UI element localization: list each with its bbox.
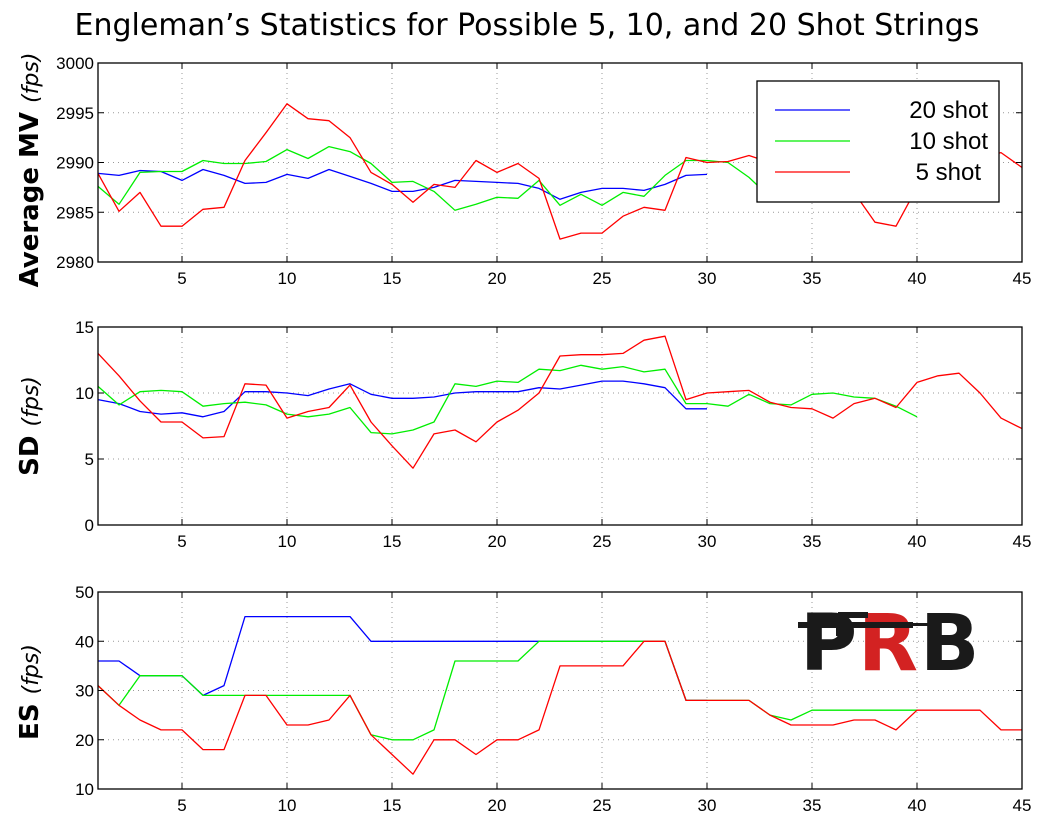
legend-label-10-shot: 10 shot — [909, 128, 988, 155]
x-tick-label-es: 5 — [177, 796, 186, 815]
x-tick-label-sd: 40 — [908, 532, 927, 551]
x-tick-label-sd: 35 — [803, 532, 822, 551]
x-tick-label-es: 25 — [593, 796, 612, 815]
x-tick-label-sd: 25 — [593, 532, 612, 551]
y-axis-label-es: ES (fps) — [15, 644, 45, 740]
x-tick-label-es: 40 — [908, 796, 927, 815]
x-tick-label-average-mv: 5 — [177, 269, 186, 288]
x-tick-label-average-mv: 10 — [278, 269, 297, 288]
x-tick-label-sd: 30 — [698, 532, 717, 551]
y-tick-label-es: 20 — [75, 731, 94, 750]
x-tick-label-es: 35 — [803, 796, 822, 815]
x-tick-label-average-mv: 35 — [803, 269, 822, 288]
y-tick-label-es: 40 — [75, 632, 94, 651]
y-tick-label-average-mv: 2985 — [56, 203, 94, 222]
logo-letter-b: B — [920, 599, 979, 689]
y-tick-label-es: 10 — [75, 780, 94, 799]
rifle-icon — [798, 612, 935, 636]
y-tick-label-average-mv: 2980 — [56, 253, 94, 272]
y-tick-label-sd: 0 — [85, 516, 94, 535]
x-tick-label-es: 15 — [383, 796, 402, 815]
x-tick-label-sd: 15 — [383, 532, 402, 551]
series-line-sd-20-shot — [97, 380, 707, 418]
y-tick-label-average-mv: 3000 — [56, 54, 94, 73]
y-tick-label-es: 30 — [75, 682, 94, 701]
x-tick-label-sd: 5 — [177, 532, 186, 551]
x-tick-label-sd: 20 — [488, 532, 507, 551]
x-tick-label-average-mv: 45 — [1013, 269, 1032, 288]
x-tick-label-sd: 45 — [1013, 532, 1032, 551]
x-tick-label-average-mv: 30 — [698, 269, 717, 288]
series-line-average-mv-20-shot — [97, 168, 708, 200]
x-tick-label-average-mv: 25 — [593, 269, 612, 288]
legend: 20 shot 10 shot 5 shot — [756, 80, 1000, 203]
panel-es: 5 10 15 20 25 30 35 40 45 10 20 30 40 50 ES (fps) — [15, 583, 1031, 815]
legend-label-5-shot: 5 shot — [916, 159, 982, 186]
series-line-es-5-shot — [97, 640, 1022, 775]
axes-frame-sd — [97, 326, 1023, 526]
y-tick-label-es: 50 — [75, 583, 94, 602]
chart-title: Engleman’s Statistics for Possible 5, 10… — [74, 8, 980, 43]
y-tick-label-average-mv: 2995 — [56, 104, 94, 123]
series-line-sd-10-shot — [97, 364, 918, 435]
prb-logo: P R B — [798, 599, 979, 689]
x-tick-label-es: 10 — [278, 796, 297, 815]
series-line-average-mv-5-shot — [97, 103, 1023, 240]
x-tick-label-sd: 10 — [278, 532, 297, 551]
y-tick-label-sd: 5 — [85, 450, 94, 469]
x-tick-label-average-mv: 20 — [488, 269, 507, 288]
x-tick-label-es: 45 — [1013, 796, 1032, 815]
y-tick-label-average-mv: 2990 — [56, 154, 94, 173]
x-tick-label-es: 30 — [698, 796, 717, 815]
x-tick-label-average-mv: 15 — [383, 269, 402, 288]
x-tick-label-es: 20 — [488, 796, 507, 815]
y-tick-label-sd: 15 — [75, 318, 94, 337]
y-axis-label-sd: SD (fps) — [15, 376, 45, 476]
panel-sd: 5 10 15 20 25 30 35 40 45 0 5 10 15 SD (fps) — [15, 318, 1031, 551]
y-axis-label-average-mv: Average MV (fps) — [15, 53, 45, 288]
legend-label-20-shot: 20 shot — [909, 97, 988, 124]
series-line-sd-5-shot — [97, 335, 1023, 469]
y-tick-label-sd: 10 — [75, 384, 94, 403]
x-tick-label-average-mv: 40 — [908, 269, 927, 288]
logo-letter-r: R — [858, 599, 918, 689]
series-line-es-10-shot — [97, 640, 917, 741]
series-line-es-20-shot — [98, 615, 707, 702]
